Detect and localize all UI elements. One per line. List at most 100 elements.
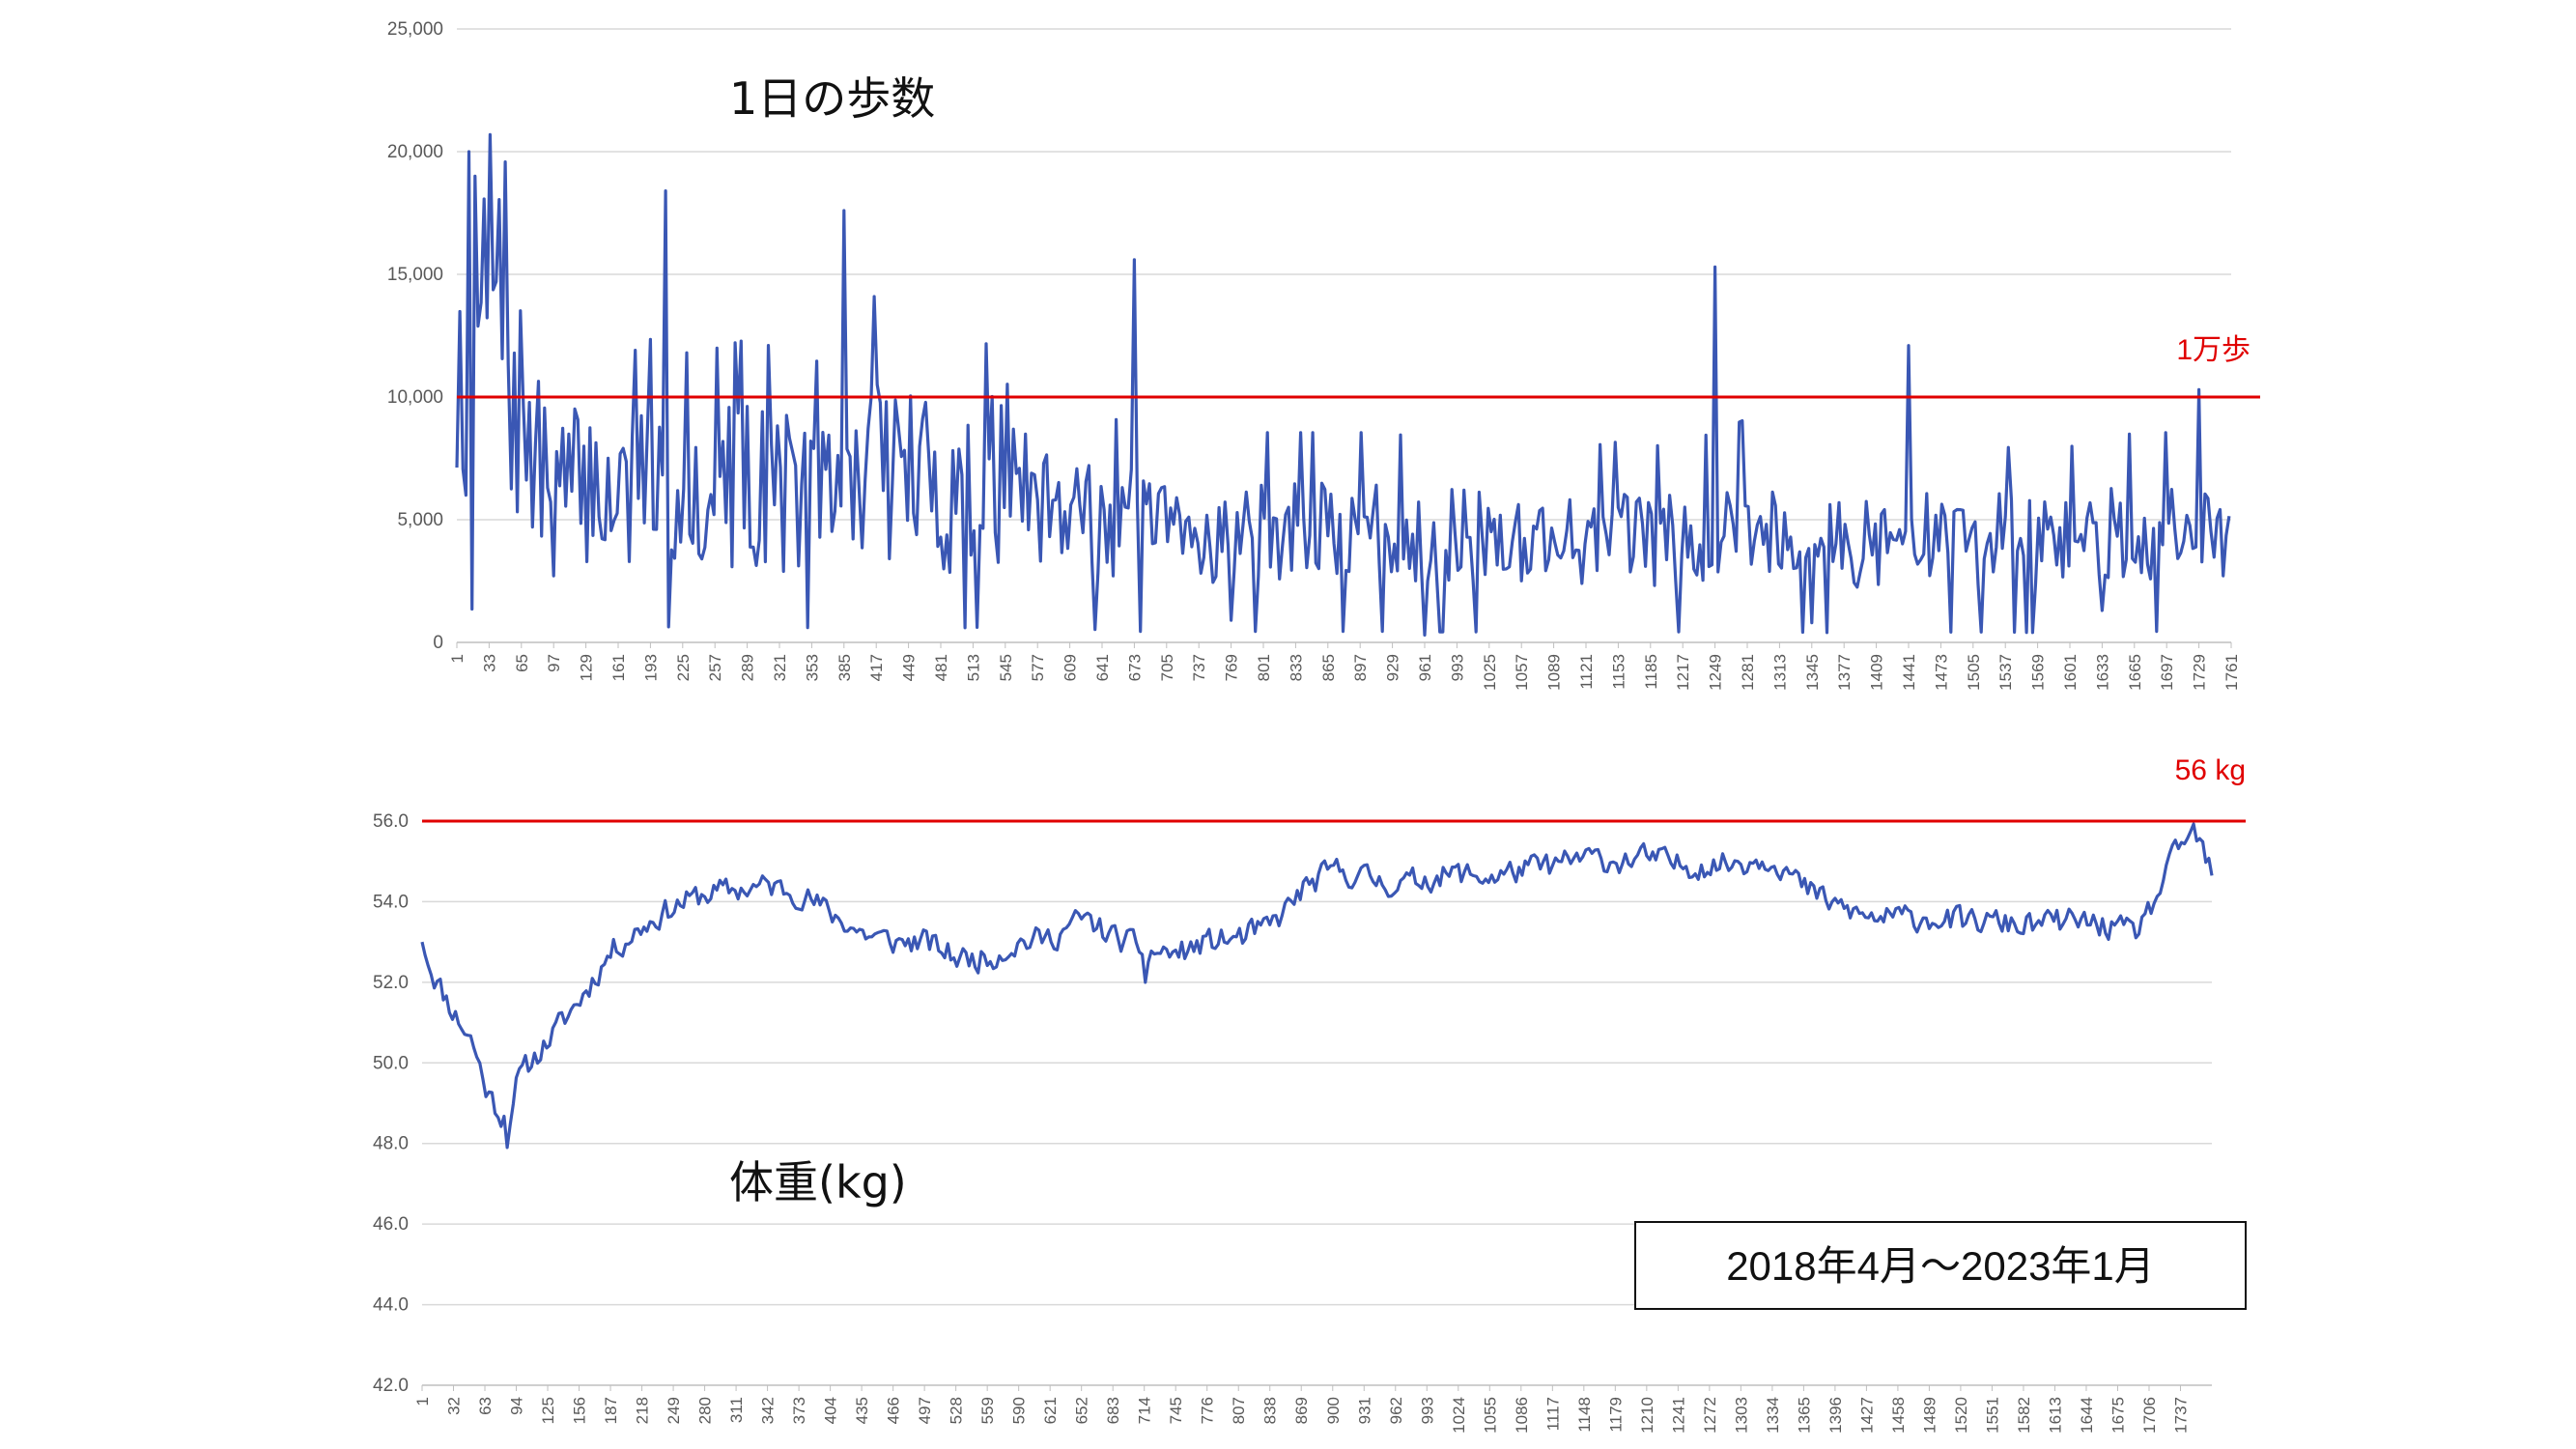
x-tick-label: 1148 [1575,1397,1594,1433]
x-tick-label: 683 [1104,1397,1122,1424]
x-tick-label: 257 [706,654,724,681]
x-tick-label: 1024 [1450,1397,1468,1434]
x-tick-label: 1249 [1707,654,1725,691]
x-tick-label: 1551 [1983,1397,2001,1434]
x-tick-label: 961 [1416,654,1434,681]
y-tick-label: 44.0 [373,1295,409,1316]
x-tick-label: 249 [665,1397,683,1424]
x-tick-label: 1185 [1642,654,1660,690]
x-tick-label: 652 [1073,1397,1091,1424]
y-tick-label: 52.0 [373,973,409,993]
y-tick-label: 10,000 [387,387,443,408]
x-tick-label: 1303 [1732,1397,1750,1434]
x-tick-label: 97 [545,654,563,672]
x-tick-label: 94 [508,1397,526,1415]
x-tick-label: 417 [867,654,886,681]
x-tick-label: 833 [1287,654,1305,681]
x-tick-label: 404 [822,1397,840,1424]
x-tick-label: 1441 [1900,654,1918,691]
y-tick-label: 20,000 [387,142,443,162]
x-tick-label: 1365 [1795,1397,1813,1434]
x-tick-label: 577 [1029,654,1047,681]
x-tick-label: 929 [1384,654,1402,681]
steps-reference-label: 1万歩 [2176,334,2250,366]
date-range-box: 2018年4月〜2023年1月 [1634,1221,2247,1310]
weight-chart-title: 体重(kg) [729,1156,907,1208]
x-tick-label: 1334 [1764,1397,1782,1434]
x-tick-label: 545 [997,654,1015,681]
x-tick-label: 33 [480,654,498,672]
x-tick-label: 353 [803,654,821,681]
x-tick-label: 737 [1190,654,1208,681]
x-tick-label: 1396 [1826,1397,1845,1434]
x-tick-label: 769 [1223,654,1241,681]
x-tick-label: 897 [1351,654,1370,681]
x-tick-label: 931 [1355,1397,1373,1424]
y-tick-label: 5,000 [397,510,443,530]
x-tick-label: 745 [1167,1397,1185,1424]
steps-series-line [455,132,2231,638]
x-tick-label: 373 [790,1397,808,1424]
x-tick-label: 1025 [1481,654,1499,691]
x-tick-label: 1117 [1543,1397,1562,1431]
x-tick-label: 1601 [2061,654,2080,691]
x-tick-label: 1 [448,654,467,663]
weight-series-line [420,822,2214,1150]
x-tick-label: 125 [539,1397,557,1424]
x-tick-label: 1520 [1952,1397,1970,1434]
x-tick-label: 1055 [1481,1397,1499,1434]
x-tick-label: 449 [900,654,919,681]
x-tick-label: 435 [853,1397,871,1424]
y-tick-label: 0 [433,633,443,653]
weight-chart: 42.0 44.0 46.0 48.0 50.0 52.0 54.0 56.0 1 32 63 94… [373,754,2247,1434]
x-tick-label: 1644 [2078,1397,2096,1434]
weight-y-axis: 42.0 44.0 46.0 48.0 50.0 52.0 54.0 56.0 [373,811,409,1396]
x-tick-label: 673 [1125,654,1144,681]
steps-y-axis: 0 5,000 10,000 15,000 20,000 25,000 [387,19,443,653]
x-tick-label: 280 [696,1397,715,1424]
x-tick-label: 481 [932,654,950,681]
x-tick-label: 32 [445,1397,464,1415]
x-tick-label: 1313 [1770,654,1789,691]
x-tick-label: 1706 [2140,1397,2159,1434]
x-tick-label: 187 [602,1397,620,1424]
x-tick-label: 900 [1324,1397,1343,1424]
x-tick-label: 1582 [2015,1397,2033,1434]
x-tick-label: 1633 [2093,654,2111,691]
x-tick-label: 218 [634,1397,652,1424]
date-range-label: 2018年4月〜2023年1月 [1726,1243,2155,1289]
x-tick-label: 65 [513,654,531,672]
x-tick-label: 1675 [2109,1397,2127,1434]
x-tick-label: 1089 [1545,654,1564,691]
x-tick-label: 962 [1387,1397,1405,1424]
x-tick-label: 1281 [1739,654,1757,691]
x-tick-label: 1458 [1889,1397,1908,1434]
steps-chart-title: 1日の歩数 [729,72,935,125]
x-tick-label: 801 [1255,654,1273,681]
x-tick-label: 1217 [1674,654,1692,691]
x-tick-label: 342 [759,1397,778,1424]
x-tick-label: 590 [1010,1397,1029,1424]
y-tick-label: 54.0 [373,892,409,912]
x-tick-label: 993 [1418,1397,1436,1424]
x-tick-label: 1665 [2126,654,2144,691]
y-tick-label: 48.0 [373,1134,409,1154]
x-tick-label: 1121 [1577,654,1596,690]
x-tick-label: 1210 [1638,1397,1656,1434]
x-tick-label: 193 [641,654,660,681]
steps-x-axis: 1 33 65 97 129 161 193 225 257 289 321 353 385 417 449… [448,642,2241,691]
x-tick-label: 993 [1448,654,1466,681]
x-tick-label: 1489 [1920,1397,1939,1434]
x-tick-label: 869 [1292,1397,1311,1424]
x-tick-label: 1179 [1606,1397,1625,1433]
x-tick-label: 225 [674,654,693,681]
x-tick-label: 705 [1158,654,1176,681]
x-tick-label: 1086 [1513,1397,1531,1434]
x-tick-label: 161 [609,654,628,681]
x-tick-label: 289 [739,654,757,681]
x-tick-label: 621 [1041,1397,1060,1424]
y-tick-label: 15,000 [387,265,443,285]
x-tick-label: 1505 [1965,654,1983,691]
y-tick-label: 56.0 [373,811,409,832]
x-tick-label: 466 [885,1397,903,1424]
